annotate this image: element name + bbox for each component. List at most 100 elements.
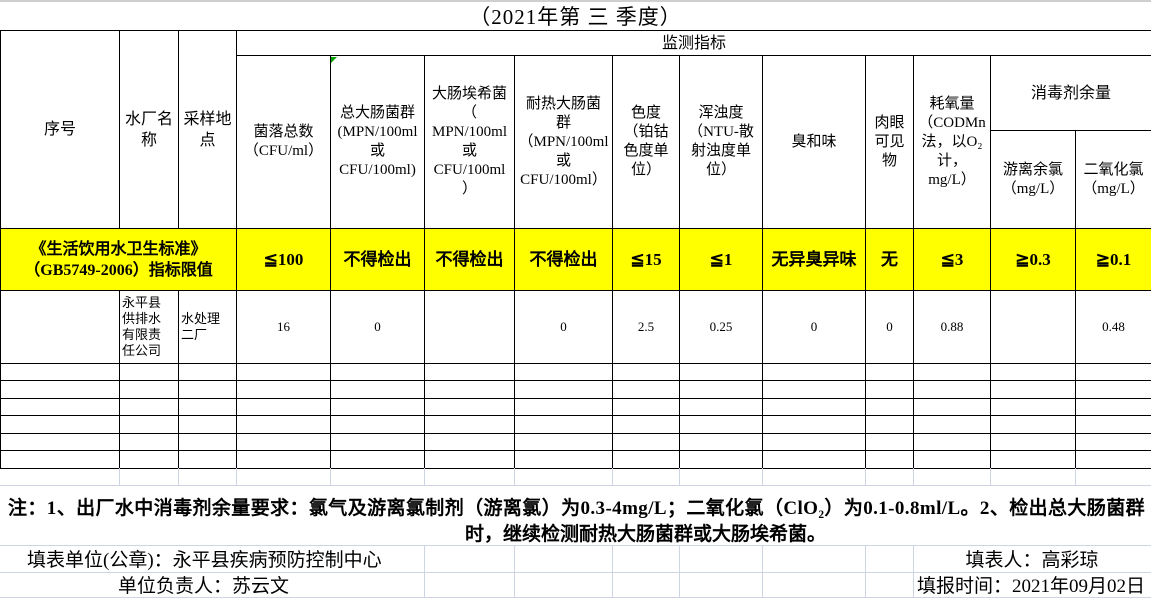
empty-cell[interactable]	[680, 434, 763, 451]
header-ecoli[interactable]: 大肠埃希菌 （ MPN/100ml 或 CFU/100ml ）	[425, 56, 515, 229]
empty-cell[interactable]	[425, 381, 515, 399]
empty-cell[interactable]	[914, 434, 991, 451]
empty-cell[interactable]	[763, 399, 866, 416]
header-colony-count[interactable]: 菌落总数 （CFU/ml）	[237, 56, 331, 229]
empty-cell[interactable]	[515, 451, 613, 469]
value-cell[interactable]: 0	[866, 291, 914, 364]
value-cell[interactable]: 16	[237, 291, 331, 364]
empty-cell[interactable]	[763, 451, 866, 469]
empty-cell[interactable]	[866, 399, 914, 416]
empty-cell[interactable]	[1, 416, 120, 434]
empty-cell[interactable]	[120, 434, 179, 451]
empty-cell[interactable]	[914, 416, 991, 434]
value-cell[interactable]: 2.5	[613, 291, 680, 364]
empty-cell[interactable]	[613, 416, 680, 434]
empty-cell[interactable]	[237, 381, 331, 399]
empty-cell[interactable]	[1076, 399, 1151, 416]
limit-value-cell[interactable]: 不得检出	[331, 229, 425, 291]
value-cell[interactable]: 0	[515, 291, 613, 364]
empty-cell[interactable]	[991, 416, 1076, 434]
empty-cell[interactable]	[680, 451, 763, 469]
empty-cell[interactable]	[991, 381, 1076, 399]
header-cod[interactable]: 耗氧量 （CODMn 法，以O₂ 计， mg/L）	[914, 56, 991, 229]
empty-cell[interactable]	[425, 364, 515, 381]
note-line-2[interactable]: 时，继续检测耐热大肠菌群或大肠埃希菌。	[464, 524, 826, 545]
empty-cell[interactable]	[763, 381, 866, 399]
empty-cell[interactable]	[866, 416, 914, 434]
empty-cell[interactable]	[425, 399, 515, 416]
limit-value-cell[interactable]: 无异臭异味	[763, 229, 866, 291]
empty-cell[interactable]	[866, 434, 914, 451]
limit-value-cell[interactable]: 不得检出	[425, 229, 515, 291]
empty-cell[interactable]	[515, 364, 613, 381]
empty-cell[interactable]	[331, 381, 425, 399]
empty-cell[interactable]	[237, 364, 331, 381]
limit-value-cell[interactable]: ≦3	[914, 229, 991, 291]
limit-row-label[interactable]: 《生活饮用水卫生标准》 （GB5749-2006）指标限值	[1, 229, 237, 291]
empty-cell[interactable]	[179, 364, 237, 381]
value-cell[interactable]: 0.48	[1076, 291, 1151, 364]
header-plant-name[interactable]: 水厂名 称	[120, 31, 179, 229]
empty-cell[interactable]	[120, 451, 179, 469]
empty-cell[interactable]	[1, 381, 120, 399]
empty-cell[interactable]	[680, 416, 763, 434]
serial-cell[interactable]	[1, 291, 120, 364]
empty-cell[interactable]	[866, 451, 914, 469]
value-cell[interactable]	[991, 291, 1076, 364]
value-cell[interactable]: 0	[331, 291, 425, 364]
header-turbidity[interactable]: 浑浊度 （NTU-散 射浊度单 位）	[680, 56, 763, 229]
empty-cell[interactable]	[914, 381, 991, 399]
empty-cell[interactable]	[1076, 364, 1151, 381]
empty-cell[interactable]	[680, 399, 763, 416]
empty-cell[interactable]	[331, 434, 425, 451]
empty-cell[interactable]	[1076, 416, 1151, 434]
empty-cell[interactable]	[237, 399, 331, 416]
empty-cell[interactable]	[1076, 451, 1151, 469]
footer-date[interactable]: 填报时间：2021年09月02日	[916, 575, 1145, 597]
empty-cell[interactable]	[1076, 434, 1151, 451]
empty-cell[interactable]	[179, 434, 237, 451]
empty-cell[interactable]	[866, 364, 914, 381]
header-free-chlorine[interactable]: 游离余氯 （mg/L）	[991, 131, 1076, 229]
empty-cell[interactable]	[680, 364, 763, 381]
empty-cell[interactable]	[866, 381, 914, 399]
empty-cell[interactable]	[425, 451, 515, 469]
value-cell[interactable]: 0.88	[914, 291, 991, 364]
footer-responsible[interactable]: 单位负责人：苏云文	[118, 575, 290, 597]
empty-cell[interactable]	[914, 451, 991, 469]
footer-preparer[interactable]: 填表人：高彩琼	[965, 549, 1099, 571]
empty-cell[interactable]	[120, 364, 179, 381]
header-odor-taste[interactable]: 臭和味	[763, 56, 866, 229]
value-cell[interactable]: 0.25	[680, 291, 763, 364]
empty-cell[interactable]	[613, 434, 680, 451]
limit-value-cell[interactable]: 不得检出	[515, 229, 613, 291]
header-sampling-site[interactable]: 采样地 点	[179, 31, 237, 229]
limit-value-cell[interactable]: ≦100	[237, 229, 331, 291]
empty-cell[interactable]	[1, 434, 120, 451]
limit-value-cell[interactable]: ≧0.3	[991, 229, 1076, 291]
empty-cell[interactable]	[991, 434, 1076, 451]
empty-cell[interactable]	[179, 451, 237, 469]
empty-cell[interactable]	[1, 399, 120, 416]
empty-cell[interactable]	[991, 364, 1076, 381]
empty-cell[interactable]	[1076, 381, 1151, 399]
empty-cell[interactable]	[331, 451, 425, 469]
empty-cell[interactable]	[914, 399, 991, 416]
note-line-1[interactable]: 注：1、出厂水中消毒剂余量要求：氯气及游离氯制剂（游离氯）为0.3-4mg/L；…	[8, 498, 1146, 519]
header-visible-matter[interactable]: 肉眼 可见 物	[866, 56, 914, 229]
empty-cell[interactable]	[991, 399, 1076, 416]
empty-cell[interactable]	[1, 451, 120, 469]
empty-cell[interactable]	[120, 399, 179, 416]
empty-cell[interactable]	[179, 399, 237, 416]
footer-unit[interactable]: 填表单位(公章)：永平县疾病预防控制中心	[27, 549, 382, 571]
empty-cell[interactable]	[331, 399, 425, 416]
header-serial-number[interactable]: 序号	[1, 31, 120, 229]
quarter-title[interactable]: （2021年第 三 季度）	[469, 5, 682, 29]
empty-cell[interactable]	[613, 364, 680, 381]
empty-cell[interactable]	[613, 399, 680, 416]
empty-cell[interactable]	[120, 381, 179, 399]
empty-cell[interactable]	[1, 364, 120, 381]
empty-cell[interactable]	[914, 364, 991, 381]
empty-cell[interactable]	[613, 451, 680, 469]
empty-cell[interactable]	[237, 451, 331, 469]
